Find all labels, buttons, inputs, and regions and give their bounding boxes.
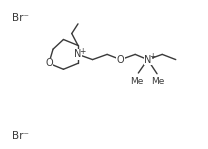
Text: O: O bbox=[45, 58, 53, 68]
Text: Br⁻: Br⁻ bbox=[12, 131, 30, 141]
Text: O: O bbox=[117, 55, 124, 65]
Text: Me: Me bbox=[151, 77, 165, 86]
Text: Br⁻: Br⁻ bbox=[12, 13, 30, 23]
Text: +: + bbox=[149, 52, 155, 61]
Text: Me: Me bbox=[131, 77, 144, 86]
Text: N: N bbox=[144, 55, 151, 65]
Text: +: + bbox=[79, 47, 86, 56]
Text: N: N bbox=[74, 49, 82, 59]
